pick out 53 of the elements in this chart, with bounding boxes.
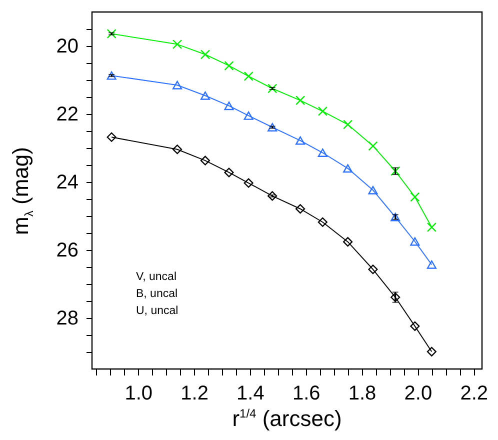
- y-tick-label: 20: [56, 36, 78, 58]
- point: [106, 71, 116, 80]
- point: [368, 186, 378, 194]
- point: [295, 136, 306, 145]
- point: [426, 260, 436, 269]
- point: [200, 50, 210, 60]
- x-tick-label: 2.2: [460, 382, 488, 404]
- x-tick-label: 1.2: [180, 382, 208, 404]
- x-tick-label: 1.0: [124, 382, 153, 404]
- y-tick-label: 22: [56, 104, 78, 126]
- point: [268, 123, 278, 132]
- x-tick-label: 1.8: [348, 382, 376, 404]
- x-tick-label: 1.6: [292, 382, 320, 404]
- point: [106, 28, 116, 39]
- point: [410, 237, 420, 246]
- point: [295, 96, 306, 106]
- point: [172, 144, 182, 154]
- point: [343, 237, 353, 247]
- y-tick-label: 28: [56, 308, 78, 330]
- point: [200, 91, 210, 100]
- point: [268, 84, 278, 94]
- point: [343, 164, 353, 173]
- point: [172, 40, 182, 50]
- y-tick-label: 24: [56, 172, 78, 194]
- y-tick-label: 26: [56, 240, 78, 262]
- point: [172, 80, 182, 90]
- point: [368, 141, 378, 151]
- point: [426, 346, 436, 356]
- annotation: V, uncal: [136, 271, 176, 283]
- point: [318, 148, 328, 157]
- point: [343, 120, 353, 130]
- point: [200, 156, 210, 166]
- x-axis-title: r$^{1/4}$ (arcsec): [232, 406, 342, 432]
- point: [224, 60, 234, 71]
- point: [224, 102, 234, 110]
- x-tick-label: 1.4: [236, 382, 264, 404]
- annotation: U, uncal: [136, 305, 178, 317]
- point: [106, 132, 116, 142]
- point: [244, 71, 254, 82]
- point: [318, 106, 328, 116]
- point: [318, 217, 328, 227]
- point: [244, 111, 254, 120]
- point: [224, 168, 234, 178]
- point: [268, 191, 278, 201]
- point: [244, 178, 254, 188]
- point: [410, 192, 420, 202]
- point: [426, 222, 436, 232]
- annotation: B, uncal: [136, 288, 178, 300]
- point: [368, 264, 378, 274]
- point: [390, 212, 400, 222]
- point: [295, 204, 306, 214]
- x-tick-label: 2.0: [404, 382, 432, 404]
- point: [410, 321, 420, 331]
